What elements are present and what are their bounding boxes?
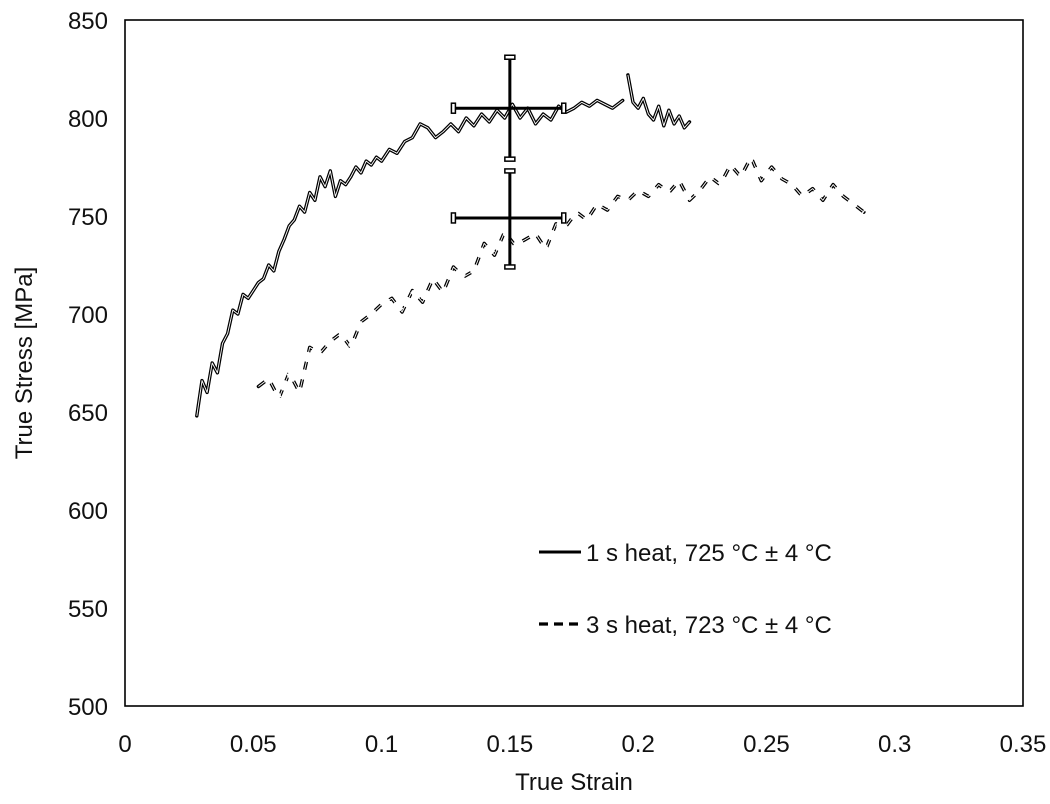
plot-area — [124, 19, 1024, 707]
error-bar-cap — [504, 156, 516, 162]
y-tick-label: 500 — [68, 694, 108, 721]
series-line-0 — [195, 98, 625, 418]
y-tick-label: 750 — [68, 204, 108, 231]
series-line-2 — [256, 155, 866, 400]
x-tick-labels: 0 0.05 0.1 0.15 0.2 0.25 0.3 0.35 — [118, 731, 1046, 758]
error-bar-cap — [450, 212, 457, 224]
x-tick-label: 0.15 — [486, 731, 533, 758]
error-bar-cap — [504, 54, 516, 60]
error-bars — [450, 54, 567, 270]
y-tick-label: 600 — [68, 498, 108, 525]
y-tick-label: 700 — [68, 302, 108, 329]
series-line-highlight-1 — [627, 74, 690, 129]
legend: 1 s heat, 725 °C ± 4 °C 3 s heat, 723 °C… — [539, 540, 832, 639]
error-bar-cap — [560, 212, 567, 224]
x-tick-label: 0.25 — [743, 731, 790, 758]
x-tick-label: 0 — [118, 731, 131, 758]
series-line-highlight-0 — [196, 99, 623, 416]
x-tick-label: 0.1 — [365, 731, 398, 758]
y-axis-label: True Stress [MPa] — [11, 267, 38, 460]
y-tick-label: 850 — [68, 8, 108, 35]
y-tick-label: 550 — [68, 596, 108, 623]
data-curves — [195, 73, 866, 418]
x-tick-label: 0.3 — [878, 731, 911, 758]
series-dash-gaps-2 — [256, 150, 866, 406]
x-tick-label: 0.05 — [230, 731, 277, 758]
error-bar-cap — [504, 168, 516, 174]
error-bar-cap — [560, 102, 567, 114]
x-tick-label: 0.35 — [1000, 731, 1047, 758]
x-axis-label: True Strain — [515, 769, 633, 796]
error-bar-cap — [450, 102, 457, 114]
y-tick-labels: 500 550 600 650 700 750 800 850 — [68, 8, 108, 721]
x-tick-label: 0.2 — [621, 731, 654, 758]
y-tick-label: 650 — [68, 400, 108, 427]
series-line-highlight-2 — [258, 156, 865, 399]
series-line-1 — [626, 73, 692, 130]
legend-label-1s: 1 s heat, 725 °C ± 4 °C — [586, 540, 832, 567]
legend-label-3s: 3 s heat, 723 °C ± 4 °C — [586, 612, 832, 639]
error-bar-cap — [504, 264, 516, 270]
y-tick-label: 800 — [68, 106, 108, 133]
